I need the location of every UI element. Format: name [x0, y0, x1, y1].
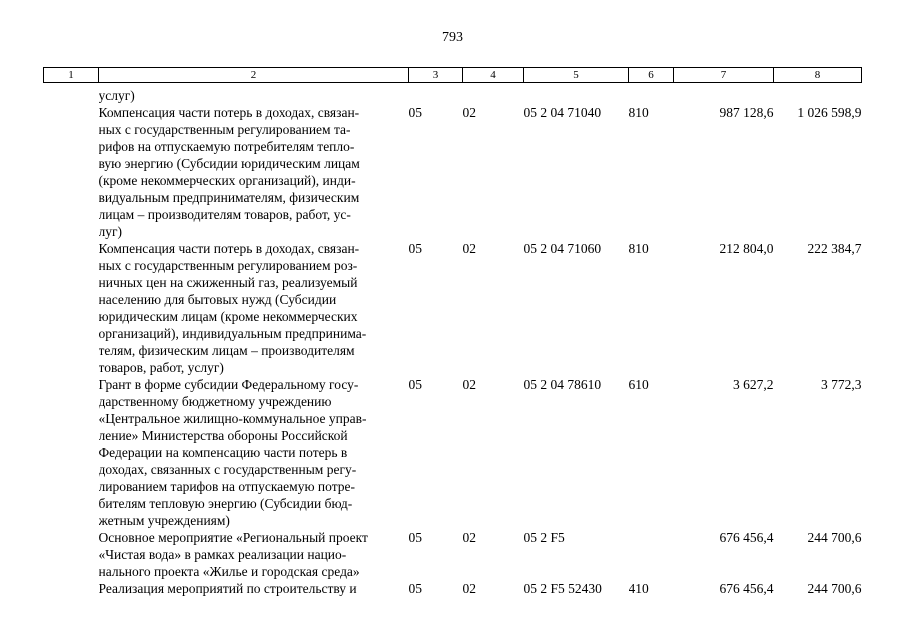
col-header-3: 3 [408, 67, 463, 83]
expense-type-code: 810 [628, 105, 649, 120]
expense-type-code [629, 529, 674, 580]
col-header-7: 7 [673, 67, 774, 83]
subsection-code: 02 [462, 377, 477, 392]
section-code: 05 [408, 241, 423, 256]
amount-col8: 3 772,3 [821, 377, 862, 392]
amount-col7: 676 456,4 [719, 530, 774, 545]
row-num-cell [44, 580, 99, 597]
table-row: Основное мероприятие «Региональный проек… [44, 529, 862, 580]
section-code: 05 [408, 105, 423, 120]
target-article-code: 05 2 04 78610 [523, 377, 602, 392]
col-header-6: 6 [628, 67, 674, 83]
amount-col7: 3 627,2 [733, 377, 774, 392]
subsection-code: 02 [462, 241, 477, 256]
expense-name: Реализация мероприятий по строительству … [98, 581, 357, 596]
table-row: Грант в форме субсидии Федеральному госу… [44, 376, 862, 529]
amount-col7: 212 804,0 [719, 241, 774, 256]
expense-type-code: 610 [628, 377, 649, 392]
section-code: 05 [408, 530, 423, 545]
target-article-code: 05 2 F5 52430 [523, 581, 602, 596]
subsection-code [463, 83, 524, 105]
table-row: Компенсация части потерь в доходах, связ… [44, 240, 862, 376]
subsection-code: 02 [462, 105, 477, 120]
target-article-code: 05 2 04 71060 [523, 241, 602, 256]
row-num-cell [44, 83, 99, 105]
target-article-code: 05 2 F5 [523, 530, 565, 545]
row-num-cell [44, 240, 99, 376]
row-num-cell [44, 104, 99, 240]
expense-name: услуг) [98, 88, 135, 103]
expense-name: Компенсация части потерь в доходах, связ… [98, 241, 367, 375]
expense-name: Грант в форме субсидии Федеральному госу… [98, 377, 367, 528]
col-header-8: 8 [773, 67, 862, 83]
amount-col7: 676 456,4 [719, 581, 774, 596]
amount-col8 [774, 83, 862, 105]
table-row: услуг) [44, 83, 862, 105]
expense-type-code: 410 [628, 581, 649, 596]
table-row: Реализация мероприятий по строительству … [44, 580, 862, 597]
amount-col8: 244 700,6 [807, 530, 862, 545]
col-header-5: 5 [523, 67, 629, 83]
expense-name: Основное мероприятие «Региональный проек… [98, 530, 368, 579]
col-header-4: 4 [462, 67, 524, 83]
subsection-code: 02 [462, 530, 477, 545]
col-header-1: 1 [43, 67, 99, 83]
amount-col8: 244 700,6 [807, 581, 862, 596]
col-header-2: 2 [98, 67, 409, 83]
table-header-row: 1 2 3 4 5 6 7 8 [43, 67, 862, 83]
section-code [409, 83, 463, 105]
table-row: Компенсация части потерь в доходах, связ… [44, 104, 862, 240]
target-article-code [524, 83, 629, 105]
row-num-cell [44, 376, 99, 529]
page-number: 793 [442, 30, 463, 45]
subsection-code: 02 [462, 581, 477, 596]
amount-col8: 1 026 598,9 [797, 105, 862, 120]
expense-name: Компенсация части потерь в доходах, связ… [98, 105, 360, 239]
expense-type-code: 810 [628, 241, 649, 256]
section-code: 05 [408, 581, 423, 596]
section-code: 05 [408, 377, 423, 392]
amount-col7 [674, 83, 774, 105]
amount-col7: 987 128,6 [719, 105, 774, 120]
expense-type-code [629, 83, 674, 105]
target-article-code: 05 2 04 71040 [523, 105, 602, 120]
amount-col8: 222 384,7 [807, 241, 862, 256]
budget-table: 1 2 3 4 5 6 7 8 услуг) [43, 67, 862, 597]
row-num-cell [44, 529, 99, 580]
